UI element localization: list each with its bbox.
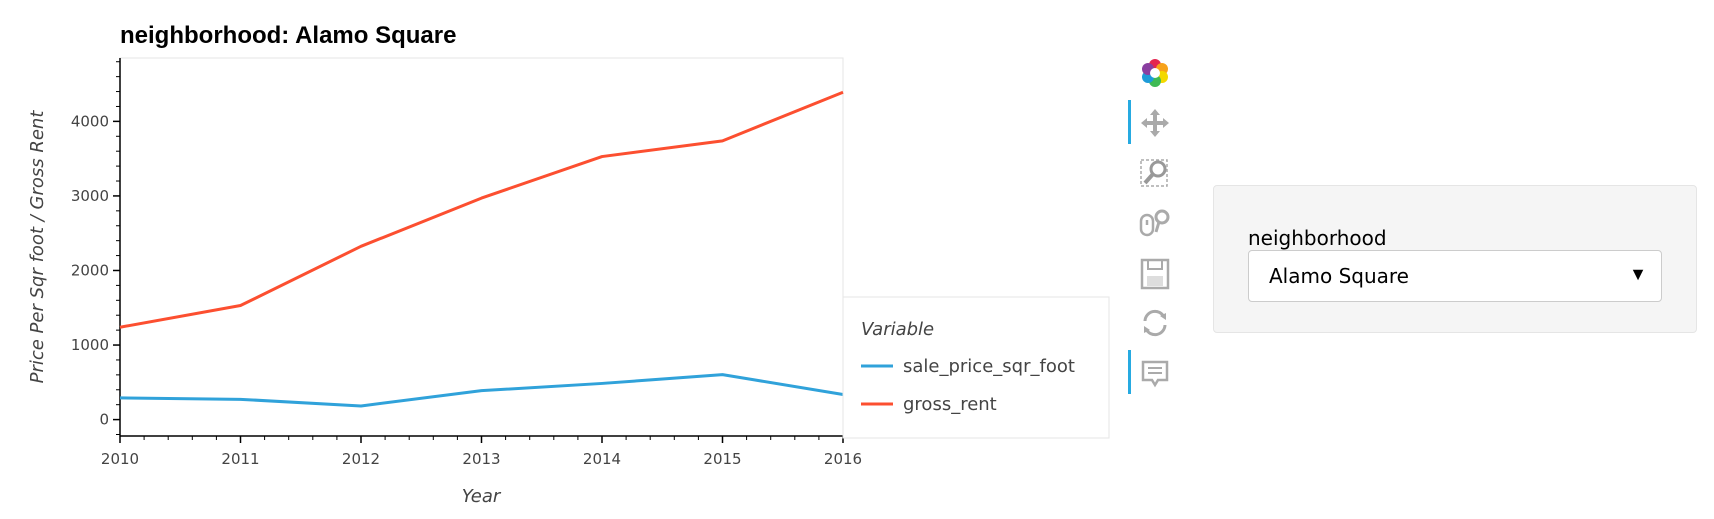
box-zoom-icon <box>1140 159 1168 187</box>
neighborhood-select-value: Alamo Square <box>1269 264 1409 288</box>
neighborhood-widget: neighborhood Alamo Square ▼ <box>1213 185 1697 333</box>
y-axis-label: Price Per Sqr foot / Gross Rent <box>27 110 48 384</box>
pan-tool-button[interactable] <box>1128 100 1182 144</box>
x-tick-label: 2011 <box>221 450 259 468</box>
hover-icon <box>1141 360 1169 388</box>
wheel-zoom-tool-button[interactable] <box>1128 200 1182 244</box>
neighborhood-select[interactable]: Alamo Square ▼ <box>1248 250 1662 302</box>
y-tick-label: 0 <box>99 411 109 429</box>
y-tick-label: 1000 <box>71 336 109 354</box>
chart-title: neighborhood: Alamo Square <box>120 22 456 49</box>
x-tick-label: 2015 <box>703 450 741 468</box>
legend-title: Variable <box>861 319 934 340</box>
series-line-sale_price_sqr_foot[interactable] <box>119 373 844 408</box>
reset-icon <box>1143 309 1167 337</box>
legend-item-label: gross_rent <box>903 394 997 415</box>
x-tick-label: 2010 <box>101 450 139 468</box>
y-tick-label: 4000 <box>71 112 109 130</box>
pan-icon <box>1141 109 1169 137</box>
y-tick-label: 2000 <box>71 261 109 279</box>
legend-item-label: sale_price_sqr_foot <box>903 356 1075 377</box>
x-tick-label: 2014 <box>583 450 621 468</box>
dropdown-arrow-icon: ▼ <box>1629 264 1647 284</box>
x-tick-label: 2012 <box>342 450 380 468</box>
save-icon <box>1140 258 1170 290</box>
save-tool-button[interactable] <box>1128 250 1182 294</box>
line-chart: neighborhood: Alamo Square 0 1000 2000 3000… <box>27 22 1110 507</box>
reset-tool-button[interactable] <box>1128 300 1182 344</box>
hover-tool-button[interactable] <box>1128 350 1182 394</box>
series-line-gross_rent[interactable] <box>119 90 844 329</box>
y-tick-label: 3000 <box>71 187 109 205</box>
neighborhood-label: neighborhood <box>1248 226 1387 250</box>
x-tick-label: 2016 <box>824 450 862 468</box>
x-axis-label: Year <box>462 486 502 507</box>
bokeh-logo-icon <box>1142 59 1168 87</box>
x-tick-label: 2013 <box>462 450 500 468</box>
plot-area[interactable] <box>119 57 844 437</box>
wheel-zoom-icon <box>1139 209 1170 237</box>
bokeh-logo[interactable] <box>1128 50 1182 94</box>
box-zoom-tool-button[interactable] <box>1128 150 1182 194</box>
